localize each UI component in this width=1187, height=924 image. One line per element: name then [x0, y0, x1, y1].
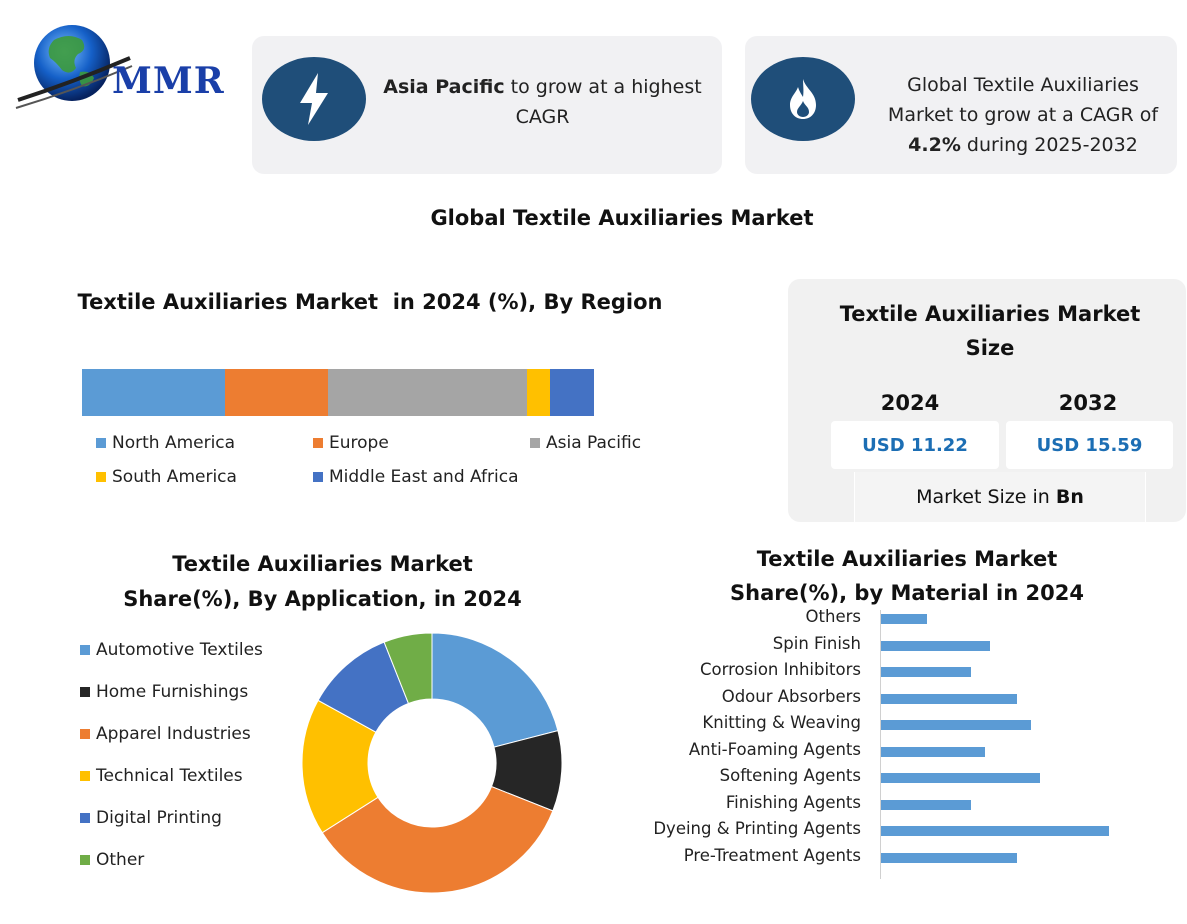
material-bar — [881, 614, 927, 624]
legend-label: Other — [96, 850, 145, 870]
region-chart-title: Textile Auxiliaries Market in 2024 (%), … — [77, 290, 663, 314]
material-bar — [881, 799, 971, 810]
material-bar — [881, 852, 1017, 863]
material-chart-title: Textile Auxiliaries Market Share(%), by … — [700, 542, 1114, 610]
material-bar — [881, 746, 985, 757]
region-text-1: to grow at a highest — [504, 76, 702, 98]
region-bar-segment — [527, 369, 551, 416]
donut-slice — [321, 785, 554, 894]
application-chart-title: Textile Auxiliaries Market Share(%), By … — [100, 547, 545, 617]
legend-swatch — [313, 438, 323, 448]
cagr-text-2: Market to grow at a CAGR of — [887, 104, 1159, 126]
market-value-2032: USD 15.59 — [1006, 421, 1173, 469]
material-bar-label: Finishing Agents — [725, 792, 861, 812]
application-legend-item: Other — [80, 850, 144, 870]
legend-label: Technical Textiles — [96, 766, 243, 786]
material-bar — [881, 773, 1040, 783]
legend-swatch — [80, 813, 90, 823]
legend-label: Automotive Textiles — [96, 640, 263, 660]
region-legend-item: Middle East and Africa — [313, 467, 519, 487]
legend-swatch — [80, 645, 90, 655]
legend-label: Home Furnishings — [96, 682, 249, 702]
market-size-title-1: Textile Auxiliaries Market — [839, 302, 1141, 326]
legend-label: South America — [112, 467, 237, 487]
legend-label: Apparel Industries — [96, 724, 251, 744]
application-legend-item: Apparel Industries — [80, 724, 251, 744]
year-2032: 2032 — [1058, 391, 1118, 415]
application-legend-item: Technical Textiles — [80, 766, 243, 786]
market-size-card: Textile Auxiliaries Market Size 2024 203… — [788, 279, 1186, 522]
cagr-value: 4.2% — [908, 134, 961, 156]
donut-slice — [431, 632, 559, 748]
cagr-text-1: Global Textile Auxiliaries — [907, 74, 1139, 96]
region-growth-text: Asia Pacific to grow at a highest CAGR — [370, 72, 715, 132]
donut-slice — [383, 632, 433, 705]
legend-swatch — [96, 438, 106, 448]
lightning-icon — [262, 57, 366, 141]
material-title-1: Textile Auxiliaries Market — [756, 547, 1058, 571]
cagr-text-3: during 2025-2032 — [960, 134, 1138, 156]
legend-swatch — [80, 729, 90, 739]
material-bar-label: Corrosion Inhibitors — [700, 660, 861, 679]
material-axis-line — [880, 610, 881, 879]
legend-swatch — [530, 438, 540, 448]
legend-swatch — [313, 472, 323, 482]
legend-swatch — [80, 771, 90, 781]
unit-bn: Bn — [1055, 486, 1084, 508]
region-bar-segment — [327, 369, 528, 416]
material-bar-label: Spin Finish — [772, 633, 861, 653]
legend-swatch — [80, 687, 90, 697]
material-bar-label: Softening Agents — [719, 766, 861, 785]
region-bar-segment — [82, 369, 226, 416]
year-2024: 2024 — [880, 391, 940, 415]
globe-icon — [15, 25, 133, 109]
market-size-title: Textile Auxiliaries Market Size — [788, 297, 1187, 365]
material-title-2: Share(%), by Material in 2024 — [730, 581, 1084, 605]
logo-text: MMR — [112, 60, 225, 102]
application-donut-chart — [301, 632, 563, 894]
material-bar-label: Others — [805, 607, 861, 626]
legend-label: Europe — [329, 433, 389, 453]
logo: MMR — [14, 18, 244, 109]
unit-prefix: Market Size in — [916, 486, 1056, 508]
application-title-2: Share(%), By Application, in 2024 — [123, 587, 522, 611]
material-bar-label: Knitting & Weaving — [702, 713, 861, 732]
material-bar — [881, 693, 1017, 704]
application-legend-item: Home Furnishings — [80, 682, 248, 702]
market-value-2024: USD 11.22 — [831, 421, 999, 469]
application-title-1: Textile Auxiliaries Market — [172, 552, 473, 576]
material-bar-label: Odour Absorbers — [721, 686, 861, 706]
region-growth-card: Asia Pacific to grow at a highest CAGR — [252, 36, 722, 174]
legend-label: Asia Pacific — [546, 433, 642, 453]
region-legend-item: Europe — [313, 433, 389, 453]
cagr-card: Global Textile Auxiliaries Market to gro… — [745, 36, 1177, 174]
material-bar-label: Pre-Treatment Agents — [683, 845, 861, 865]
main-title: Global Textile Auxiliaries Market — [430, 206, 814, 230]
application-legend-item: Automotive Textiles — [80, 640, 263, 660]
legend-swatch — [80, 855, 90, 865]
material-bar — [881, 720, 1031, 730]
material-bar — [881, 640, 991, 651]
region-legend-item: Asia Pacific — [530, 433, 641, 453]
region-bar-segment — [550, 369, 594, 416]
region-highlight: Asia Pacific — [383, 76, 505, 98]
legend-swatch — [96, 472, 106, 482]
application-legend-item: Digital Printing — [80, 808, 222, 828]
material-bar — [881, 826, 1109, 836]
legend-label: North America — [112, 433, 236, 453]
market-size-title-2: Size — [965, 336, 1015, 360]
legend-label: Digital Printing — [96, 808, 222, 828]
cagr-text: Global Textile Auxiliaries Market to gro… — [863, 70, 1183, 160]
market-size-unit: Market Size in Bn — [854, 472, 1146, 522]
region-stacked-bar — [82, 369, 594, 416]
region-text-2: CAGR — [515, 106, 570, 128]
region-legend-item: South America — [96, 467, 237, 487]
material-bar — [881, 667, 971, 677]
material-bar-label: Anti-Foaming Agents — [688, 739, 861, 759]
region-bar-segment — [225, 369, 328, 416]
region-legend-item: North America — [96, 433, 235, 453]
material-bar-label: Dyeing & Printing Agents — [653, 819, 861, 838]
legend-label: Middle East and Africa — [329, 467, 519, 487]
flame-icon — [751, 57, 855, 141]
